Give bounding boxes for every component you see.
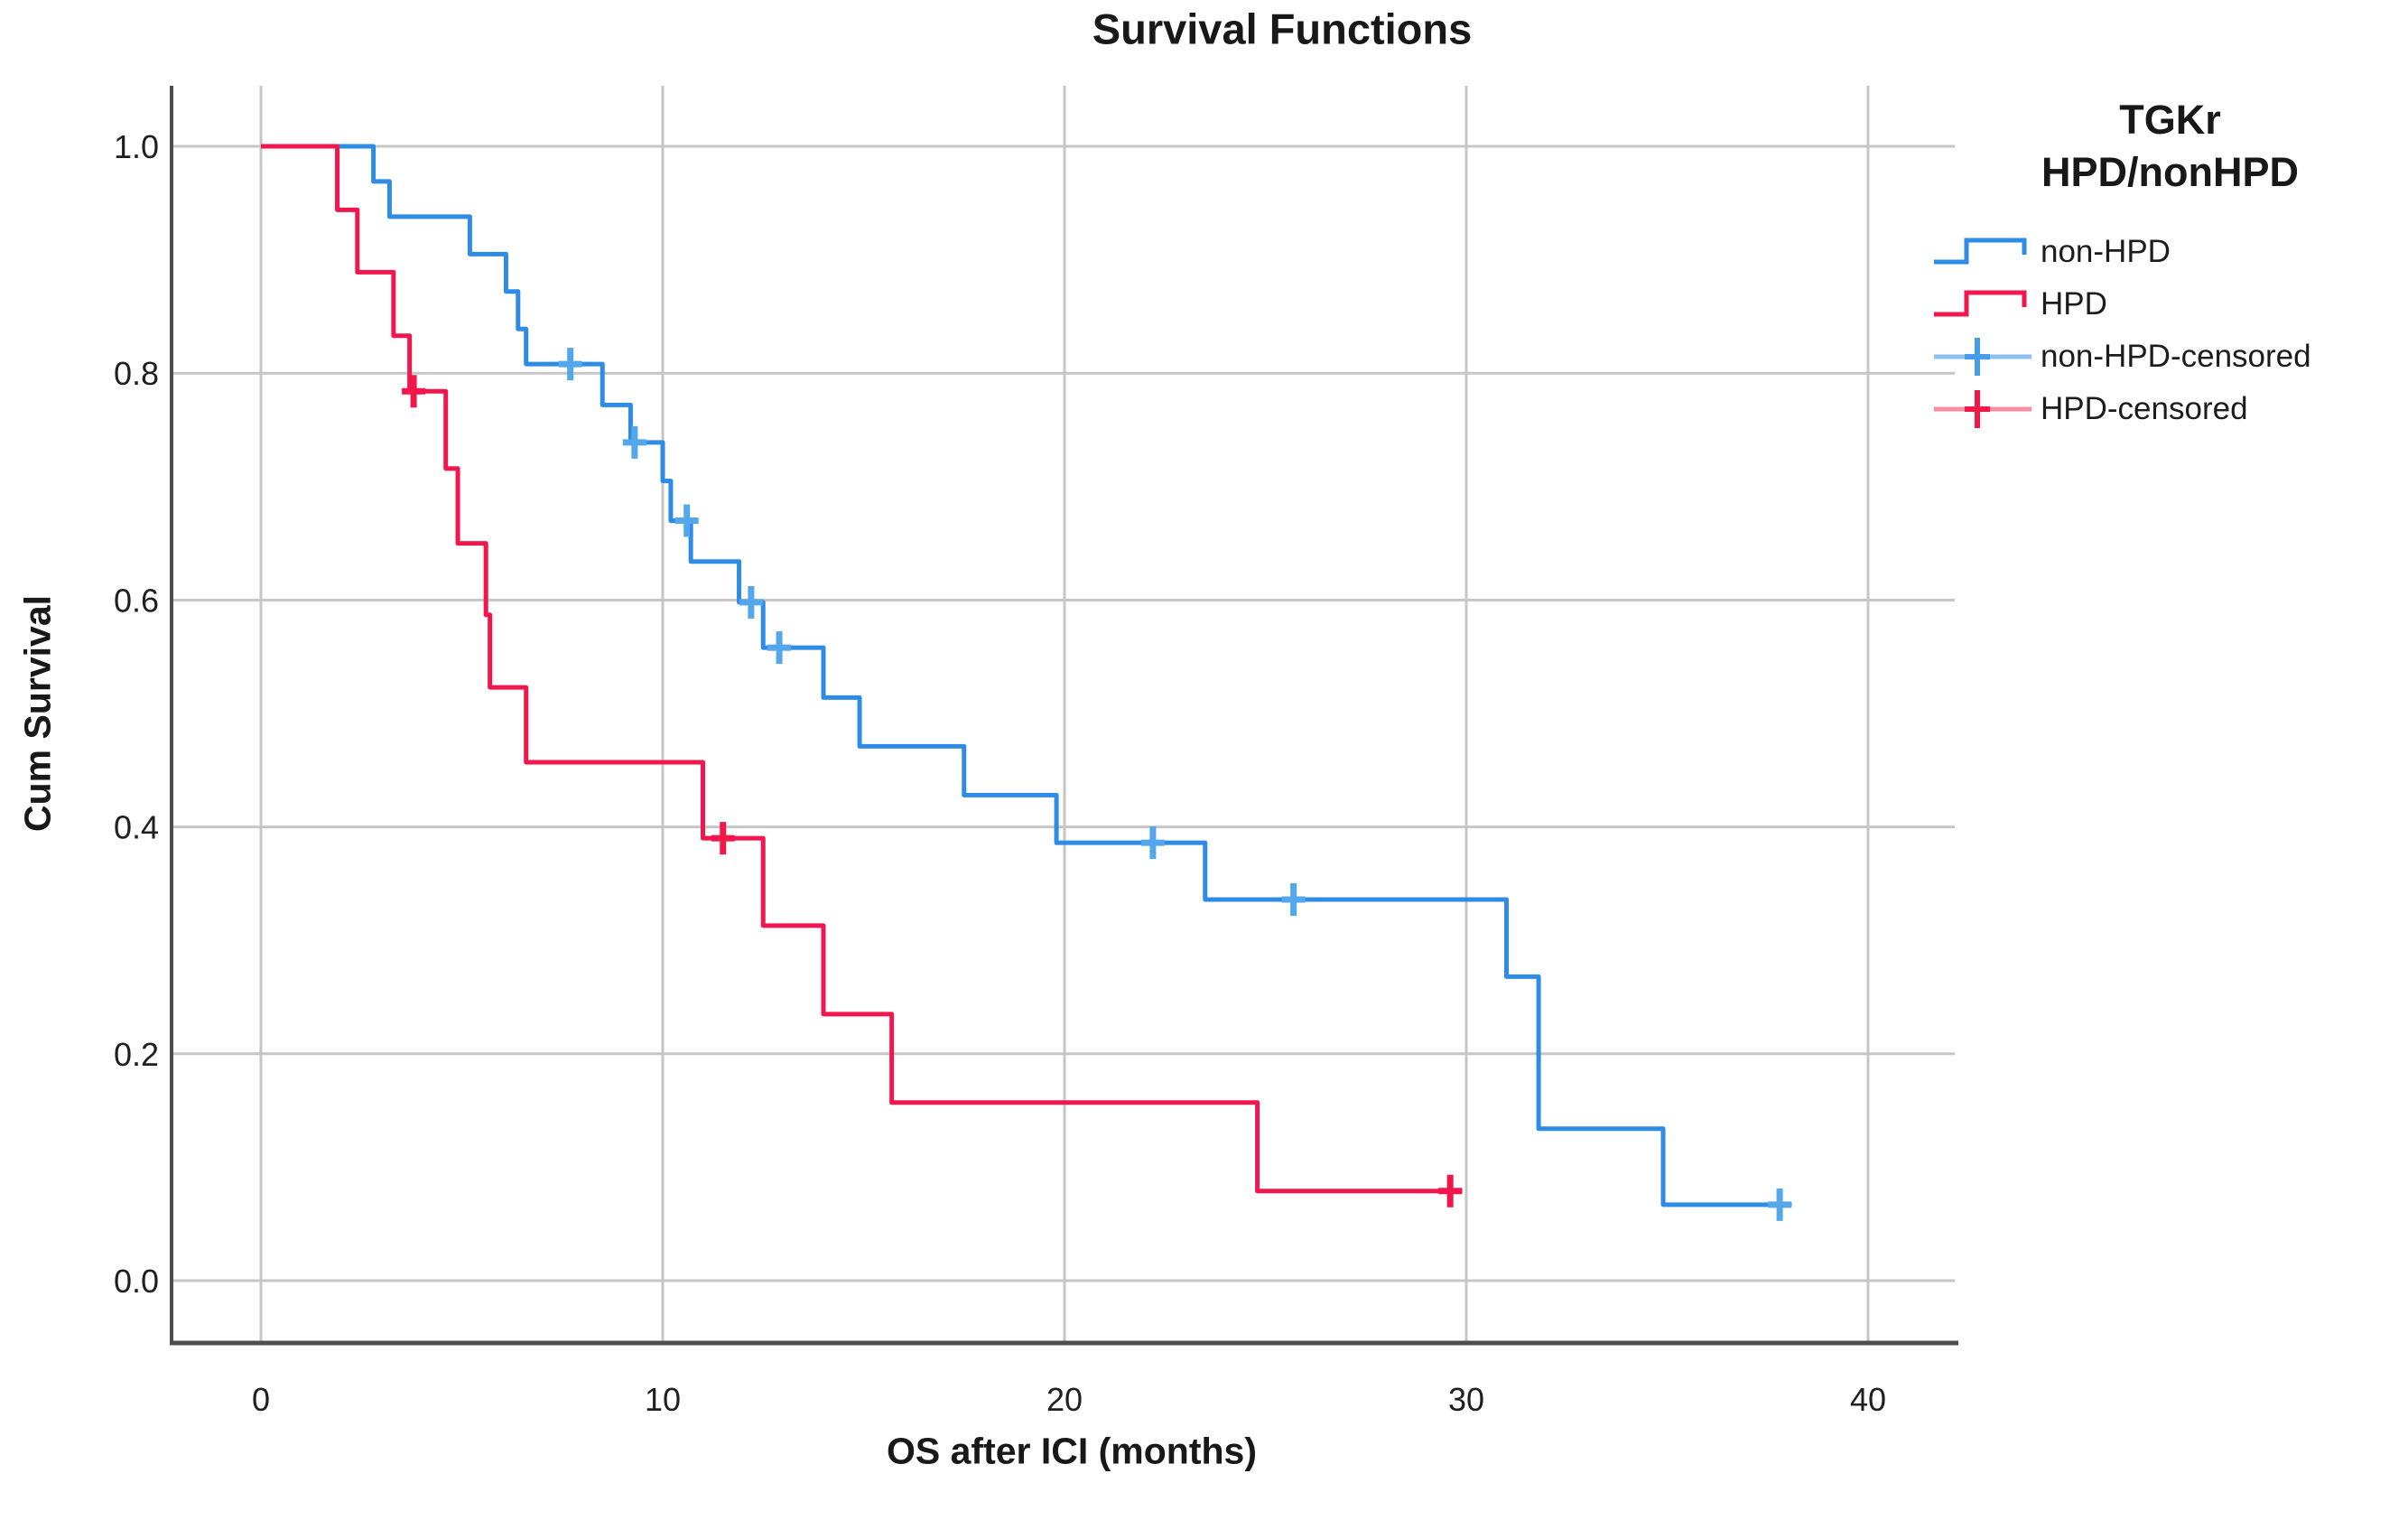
- x-axis-title: OS after ICI (months): [886, 1430, 1258, 1472]
- legend-label: non-HPD: [2041, 234, 2171, 269]
- censor-mark-non-hpd-censored: [1140, 826, 1165, 860]
- censor-mark-hpd-censored: [402, 375, 426, 408]
- legend-label: HPD-censored: [2041, 391, 2248, 426]
- legend-label: non-HPD-censored: [2041, 339, 2311, 374]
- y-tick-label: 0.8: [114, 355, 159, 392]
- legend-title: TGKr HPD/nonHPD: [1932, 94, 2408, 199]
- censor-mark-non-hpd-censored: [622, 425, 646, 459]
- legend-label: HPD: [2041, 286, 2107, 322]
- censor-mark-non-hpd-censored: [1281, 882, 1306, 916]
- censor-plus-icon: [1934, 390, 2031, 428]
- censor-plus-glyph: [1965, 390, 1990, 428]
- legend-item-list: non-HPD HPD non-HPD-censored: [1932, 226, 2408, 435]
- y-tick-label: 1.0: [114, 128, 159, 165]
- legend-title-line1: TGKr: [2119, 97, 2221, 143]
- censor-plus-glyph: [1965, 338, 1990, 376]
- x-tick-label: 40: [1850, 1381, 1886, 1418]
- survival-curve-hpd: [261, 144, 1463, 1194]
- censor-mark-non-hpd-censored: [739, 585, 763, 619]
- x-tick-label: 10: [645, 1381, 681, 1418]
- y-tick-label: 0.2: [114, 1036, 159, 1073]
- y-axis-title: Cum Survival: [16, 594, 59, 833]
- y-tick-label: 0.0: [114, 1263, 159, 1300]
- x-tick-label: 0: [252, 1381, 270, 1418]
- x-tick-label: 20: [1046, 1381, 1083, 1418]
- legend-item-hpd-censored: HPD-censored: [1932, 383, 2408, 435]
- step-line-icon: [1934, 290, 2027, 317]
- step-line-glyph: [1934, 238, 2027, 265]
- censor-mark-non-hpd-censored: [1768, 1188, 1792, 1221]
- y-tick-label: 0.6: [114, 582, 159, 619]
- censor-mark-non-hpd-censored: [767, 631, 792, 665]
- legend-item-non-hpd: non-HPD: [1932, 226, 2408, 278]
- step-line-icon: [1934, 238, 2027, 265]
- censor-mark-non-hpd-censored: [674, 504, 699, 537]
- legend: TGKr HPD/nonHPD non-HPD HPD: [1932, 94, 2408, 435]
- censor-plus-icon: [1934, 338, 2031, 376]
- y-tick-label: 0.4: [114, 809, 159, 846]
- censor-mark-non-hpd-censored: [558, 348, 582, 381]
- legend-item-non-hpd-censored: non-HPD-censored: [1932, 331, 2408, 383]
- censor-mark-hpd-censored: [1438, 1174, 1463, 1208]
- censor-mark-hpd-censored: [711, 822, 735, 855]
- step-line-glyph: [1934, 290, 2027, 317]
- x-tick-label: 30: [1448, 1381, 1484, 1418]
- chart-title: Survival Functions: [1092, 5, 1473, 53]
- legend-title-line2: HPD/nonHPD: [2041, 149, 2299, 195]
- legend-item-hpd: HPD: [1932, 278, 2408, 331]
- survival-curve-non-hpd: [261, 144, 1792, 1208]
